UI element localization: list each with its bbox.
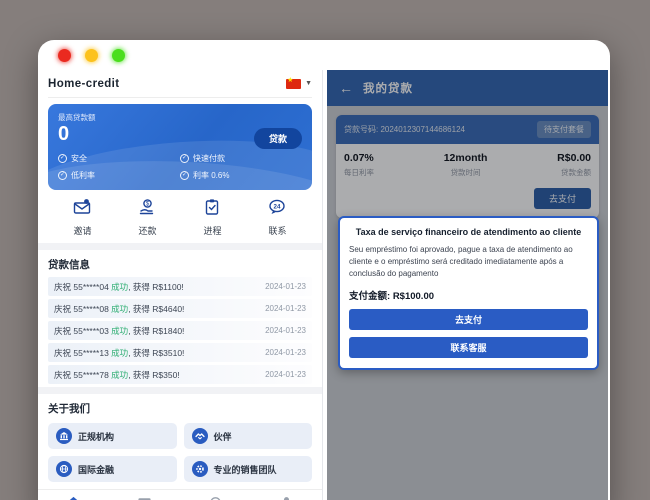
handshake-icon [192,428,208,444]
loan-info-row: 庆祝 55*****08 成功, 获得 R$4640! 2024-01-23 [48,299,312,318]
check-icon [180,171,189,180]
headset-icon [208,495,223,500]
clipboard-check-icon [203,198,221,221]
badge-safe: 安全 [58,153,180,164]
gear-team-icon [192,461,208,477]
check-icon [58,171,67,180]
payment-amount: 支付金额: R$100.00 [349,288,588,302]
nav-service[interactable]: 服务 [207,495,224,500]
loan-info-row: 庆祝 55*****13 成功, 获得 R$3510! 2024-01-23 [48,343,312,362]
card-icon [137,495,152,500]
row-date: 2024-01-23 [265,326,306,335]
caret-down-icon: ▼ [305,80,312,87]
section-divider [38,387,322,394]
china-flag-icon: ★ [286,79,301,89]
about-grid: 正规机构 伙伴 国际金融 [48,423,312,482]
service-fee-modal: Taxa de serviço financeiro de atendiment… [338,216,599,370]
app-header: Home-credit ★ ▼ [48,70,312,98]
bank-icon [56,428,72,444]
credit-limit-card: 最高贷款额 0 贷款 安全 快速付款 低利率 利率 0.6% [48,104,312,190]
status-success: 成功 [111,348,128,358]
badge-fast-payment: 快速付款 [180,153,302,164]
loan-info-list: 庆祝 55*****04 成功, 获得 R$1100! 2024-01-23 庆… [48,277,312,384]
envelope-icon [73,198,91,221]
badge-rate-value: 利率 0.6% [180,170,302,181]
loan-info-title: 贷款信息 [48,250,312,277]
check-icon [180,154,189,163]
modal-title: Taxa de serviço financeiro de atendiment… [349,227,588,237]
row-date: 2024-01-23 [265,370,306,379]
loan-info-row: 庆祝 55*****78 成功, 获得 R$350! 2024-01-23 [48,365,312,384]
about-card-finance[interactable]: 国际金融 [48,456,177,482]
contact-24h-icon: 24 [268,198,286,221]
close-window-button[interactable] [58,49,71,62]
bottom-nav: 主页 贷款 服务 帐户 [38,489,322,500]
my-loans-screen: ← 我的贷款 贷款号码: 2024012307144686124 待支付套餐 0… [327,70,608,500]
quick-actions: 邀请 $ 还款 进程 24 [48,190,312,243]
row-date: 2024-01-23 [265,304,306,313]
nav-account[interactable]: 帐户 [278,495,295,500]
loan-info-row: 庆祝 55*****03 成功, 获得 R$1840! 2024-01-23 [48,321,312,340]
language-selector[interactable]: ★ ▼ [286,79,312,89]
home-icon [66,495,81,500]
status-success: 成功 [111,282,128,292]
app-window: Home-credit ★ ▼ 最高贷款额 0 贷款 安全 快速付款 低利率 利… [38,40,610,500]
nav-home[interactable]: 主页 [65,495,82,500]
feature-badges: 安全 快速付款 低利率 利率 0.6% [58,153,302,181]
about-card-institution[interactable]: 正规机构 [48,423,177,449]
badge-low-rate: 低利率 [58,170,180,181]
row-date: 2024-01-23 [265,348,306,357]
modal-go-pay-button[interactable]: 去支付 [349,309,588,330]
home-screen: Home-credit ★ ▼ 最高贷款额 0 贷款 安全 快速付款 低利率 利… [38,70,323,500]
about-title: 关于我们 [48,394,312,421]
quick-action-invite[interactable]: 邀请 [73,198,91,237]
maximize-window-button[interactable] [112,49,125,62]
app-title: Home-credit [48,78,120,90]
check-icon [58,154,67,163]
quick-action-progress[interactable]: 进程 [203,198,221,237]
modal-contact-support-button[interactable]: 联系客服 [349,337,588,358]
credit-limit-label: 最高贷款额 [58,112,302,123]
repay-coin-icon: $ [138,198,156,221]
loan-info-row: 庆祝 55*****04 成功, 获得 R$1100! 2024-01-23 [48,277,312,296]
window-titlebar [38,40,610,70]
loan-button[interactable]: 贷款 [254,128,302,149]
status-success: 成功 [111,370,128,380]
quick-action-contact[interactable]: 24 联系 [268,198,286,237]
about-card-sales-team[interactable]: 专业的销售团队 [184,456,313,482]
modal-body-text: Seu empréstimo foi aprovado, pague a tax… [349,244,588,280]
minimize-window-button[interactable] [85,49,98,62]
section-divider [38,243,322,250]
svg-text:24: 24 [274,203,281,210]
status-success: 成功 [111,326,128,336]
row-date: 2024-01-23 [265,282,306,291]
quick-action-repay[interactable]: $ 还款 [138,198,156,237]
about-card-partner[interactable]: 伙伴 [184,423,313,449]
globe-finance-icon [56,461,72,477]
status-success: 成功 [111,304,128,314]
nav-loan[interactable]: 贷款 [136,495,153,500]
person-icon [279,495,294,500]
